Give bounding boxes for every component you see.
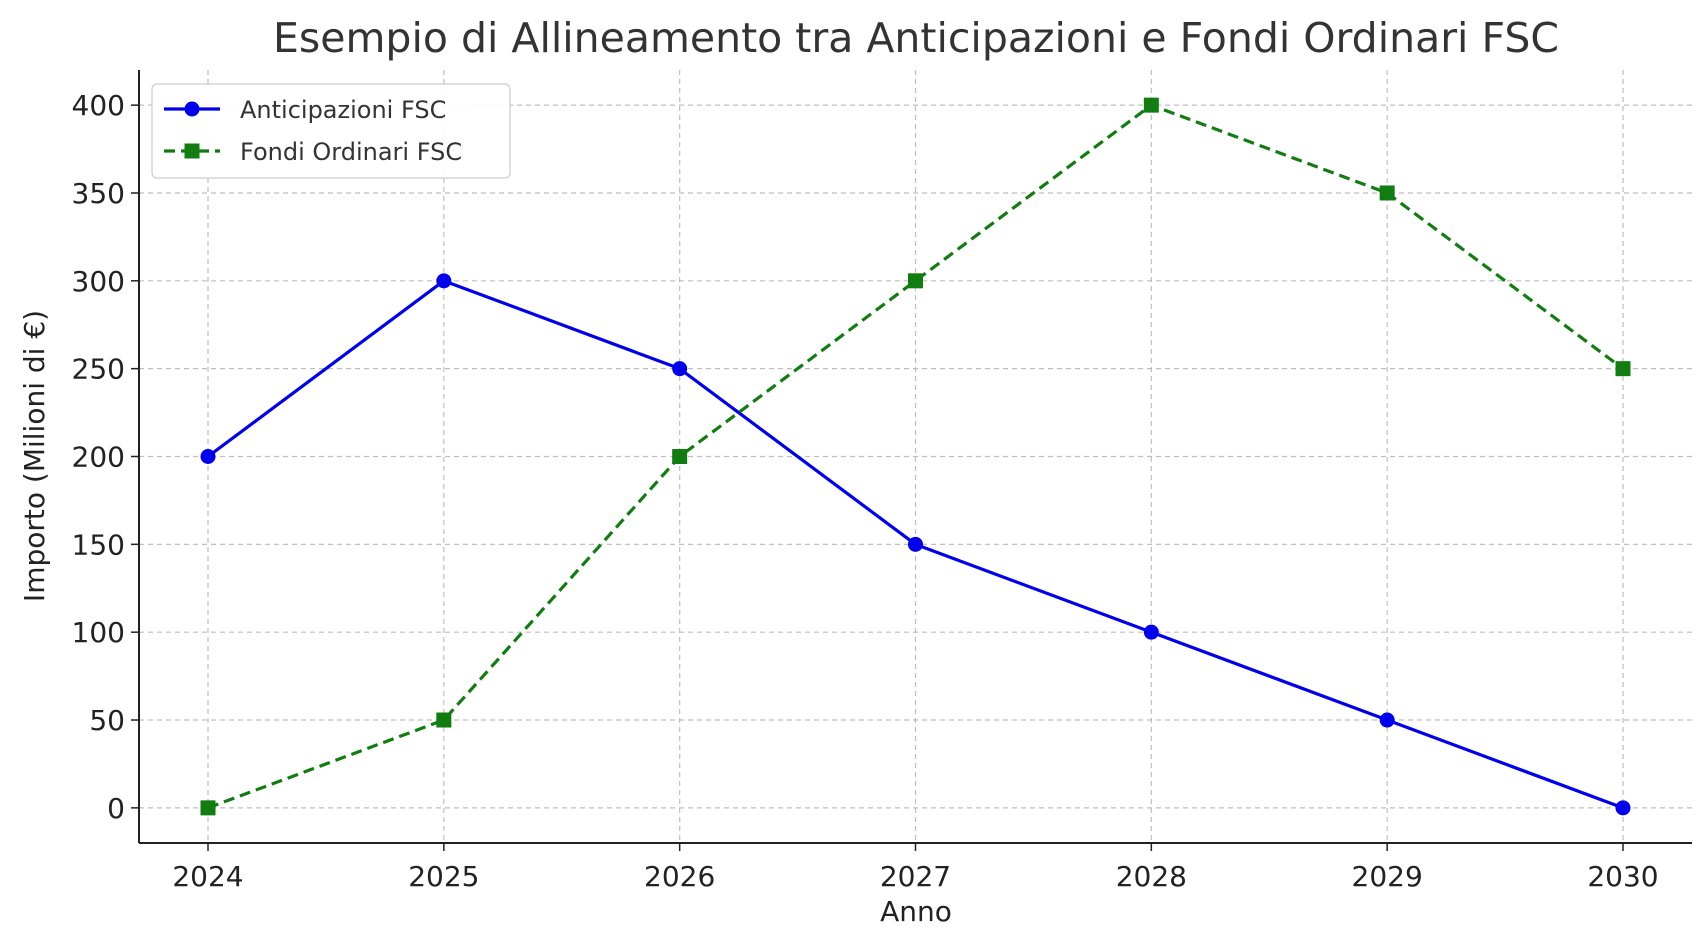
data-point [1143,624,1159,640]
y-tick-label: 100 [72,616,125,649]
data-point [672,361,688,377]
series-2 [200,97,1631,816]
legend-marker [184,143,200,159]
data-point [436,712,452,728]
x-tick-label: 2028 [1116,860,1187,893]
data-point [1379,712,1395,728]
x-tick-label: 2029 [1352,860,1423,893]
legend-item: Anticipazioni FSC [164,96,446,124]
data-point [1379,185,1395,201]
y-tick-label: 350 [72,177,125,210]
x-tick-label: 2025 [408,860,479,893]
x-tick-label: 2024 [172,860,243,893]
legend-marker [184,101,200,117]
x-axis-label: Anno [880,895,952,928]
axes [131,70,1692,851]
data-point [200,449,216,464]
legend-item: Fondi Ordinari FSC [164,138,462,166]
y-tick-label: 200 [72,441,125,474]
data-point [1615,361,1631,377]
y-tick-label: 0 [107,792,125,825]
y-tick-label: 50 [89,704,125,737]
data-point [200,800,216,816]
y-tick-label: 150 [72,528,125,561]
data-point [908,273,923,289]
data-point [1615,800,1631,816]
legend-box [151,83,511,179]
y-tick-label: 250 [72,353,125,386]
tick-labels: 2024 2025 2026 2027 2028 2029 2030 0 50 100 150 200… [72,89,1659,893]
series-1 [200,273,1631,816]
data-point [436,273,452,289]
y-tick-label: 400 [72,89,125,122]
x-tick-label: 2027 [880,860,951,893]
chart-title: Esempio di Allineamento tra Anticipazion… [273,14,1559,62]
y-axis-label: Importo (Milioni di €) [18,310,51,602]
legend-label: Fondi Ordinari FSC [240,138,462,166]
legend: Anticipazioni FSC Fondi Ordinari FSC [151,83,511,179]
y-tick-label: 300 [72,265,125,298]
series [200,97,1631,816]
data-point [1143,97,1159,113]
data-point [672,449,688,464]
legend-label: Anticipazioni FSC [240,96,446,124]
grid [139,70,1692,843]
data-point [908,536,923,552]
x-tick-label: 2026 [644,860,715,893]
x-tick-label: 2030 [1587,860,1658,893]
